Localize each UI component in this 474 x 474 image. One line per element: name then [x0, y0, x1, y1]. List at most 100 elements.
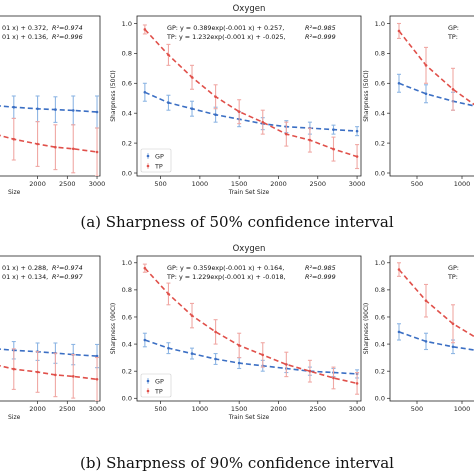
data-point-tp — [12, 367, 16, 371]
data-point-tp — [397, 268, 401, 271]
equation-gp: GP: y = 0.389exp(-0.001 x) + 0.257, — [167, 24, 284, 32]
data-point-tp — [261, 120, 265, 124]
x-axis-label: Train Set Size — [228, 189, 270, 196]
x-tick-label: 2500 — [59, 180, 76, 188]
data-point-tp — [355, 382, 359, 385]
data-point-gp — [143, 338, 147, 342]
data-point-gp — [424, 92, 428, 96]
data-point-tp — [167, 53, 170, 57]
data-point-gp — [54, 108, 57, 111]
data-point-tp — [143, 266, 147, 270]
x-tick-label: 500 — [154, 180, 166, 188]
plot-area — [397, 262, 474, 355]
equation-tp: 01 x) + 0.134, — [2, 273, 48, 281]
data-point-gp — [424, 340, 428, 343]
x-tick-label: 2500 — [309, 180, 326, 188]
series-line-gp — [144, 91, 358, 132]
y-tick-label: 0.8 — [375, 50, 385, 58]
data-point-gp — [71, 109, 75, 112]
y-tick-label: 0.4 — [122, 109, 132, 117]
y-tick-label: 0.6 — [375, 80, 385, 88]
legend-dot-gp — [146, 379, 150, 383]
y-tick-label: 0.0 — [375, 395, 385, 403]
data-point-gp — [214, 357, 217, 361]
r2-label-tp: R²=0.999 — [305, 273, 336, 281]
y-tick-label: 1.0 — [122, 20, 132, 28]
series-line-gp — [144, 339, 358, 375]
x-axis-label: Size — [8, 189, 21, 196]
data-point-tp — [71, 147, 75, 151]
data-point-tp — [95, 377, 99, 381]
data-point-tp — [214, 330, 217, 334]
data-point-tp — [54, 373, 57, 377]
y-tick-label: 0.6 — [122, 80, 132, 88]
axes-frame — [136, 15, 362, 177]
y-tick-label: 1.0 — [375, 20, 385, 28]
axes-frame — [0, 255, 101, 402]
r2-label-tp: R²=0.997 — [52, 273, 83, 281]
x-tick-label: 3000 — [349, 405, 366, 413]
legend-dot-gp — [146, 154, 150, 158]
panel-b-left: 2000 2500 3000 Size 01 x) + 0.288, R²=0.974 01… — [0, 255, 105, 421]
data-point-tp — [190, 314, 194, 317]
r2-label-gp: R²=0.974 — [52, 264, 83, 272]
data-point-gp — [167, 101, 170, 105]
data-point-gp — [451, 345, 455, 349]
r2-label-tp: R²=0.996 — [52, 33, 83, 41]
data-point-tp — [36, 370, 39, 374]
x-tick-label: 1500 — [231, 405, 248, 413]
x-tick-label: 2000 — [29, 180, 46, 188]
data-point-tp — [214, 95, 217, 99]
y-tick-label: 0.0 — [122, 395, 132, 403]
data-point-gp — [36, 107, 39, 111]
series-line-gp — [398, 82, 474, 107]
x-tick-label: 1000 — [454, 405, 471, 413]
data-point-tp — [261, 353, 265, 357]
equation-tp: 01 x) + 0.136, — [2, 33, 48, 41]
equation-gp: 01 x) + 0.288, — [2, 264, 48, 272]
y-tick-label: 1.0 — [375, 259, 385, 267]
x-tick-label: 2000 — [270, 180, 287, 188]
series-line-tp — [144, 267, 358, 385]
series-line-gp — [0, 348, 98, 357]
y-tick-label: 0.2 — [375, 139, 385, 147]
chart-panels: 2000 2500 3000 Size 01 x) + 0.372, R²=0.974 01… — [0, 4, 474, 421]
y-axis-label: Sharpness (90CI) — [363, 303, 370, 355]
legend-label-gp: GP — [155, 377, 164, 385]
plot-area — [0, 95, 100, 176]
plot-area — [142, 263, 360, 395]
data-point-tp — [332, 147, 335, 151]
data-point-gp — [167, 346, 170, 350]
data-point-tp — [143, 28, 147, 31]
y-axis-label: Sharpness (90CI) — [110, 303, 117, 355]
x-tick-label: 2000 — [29, 405, 46, 413]
data-point-tp — [167, 292, 170, 296]
data-point-tp — [397, 29, 401, 33]
data-point-tp — [237, 344, 241, 347]
equation-gp: GP: — [448, 24, 459, 32]
chart-title: Oxygen — [233, 244, 266, 254]
y-tick-label: 0.0 — [122, 169, 132, 177]
series-line-gp — [0, 105, 98, 113]
data-point-tp — [451, 87, 455, 91]
plot-area — [0, 340, 100, 401]
x-axis-label: Size — [8, 414, 21, 421]
y-tick-label: 0.8 — [122, 286, 132, 294]
x-tick-label: 2000 — [270, 405, 287, 413]
data-point-tp — [12, 137, 16, 141]
y-tick-label: 0.4 — [375, 109, 385, 117]
legend-label-tp: TP — [154, 387, 163, 395]
legend-label-gp: GP — [155, 152, 164, 160]
axes-frame — [389, 15, 474, 177]
data-point-tp — [308, 369, 312, 373]
r2-label-gp: R²=0.985 — [305, 24, 336, 32]
data-point-gp — [332, 128, 335, 131]
x-tick-label: 1000 — [454, 180, 471, 188]
y-tick-label: 0.4 — [122, 340, 132, 348]
legend-dot-tp — [146, 389, 150, 393]
x-tick-label: 1500 — [231, 180, 248, 188]
chart-title: Oxygen — [233, 4, 266, 14]
y-axis-label: Sharpness (50CI) — [363, 70, 370, 122]
data-point-gp — [214, 113, 217, 116]
